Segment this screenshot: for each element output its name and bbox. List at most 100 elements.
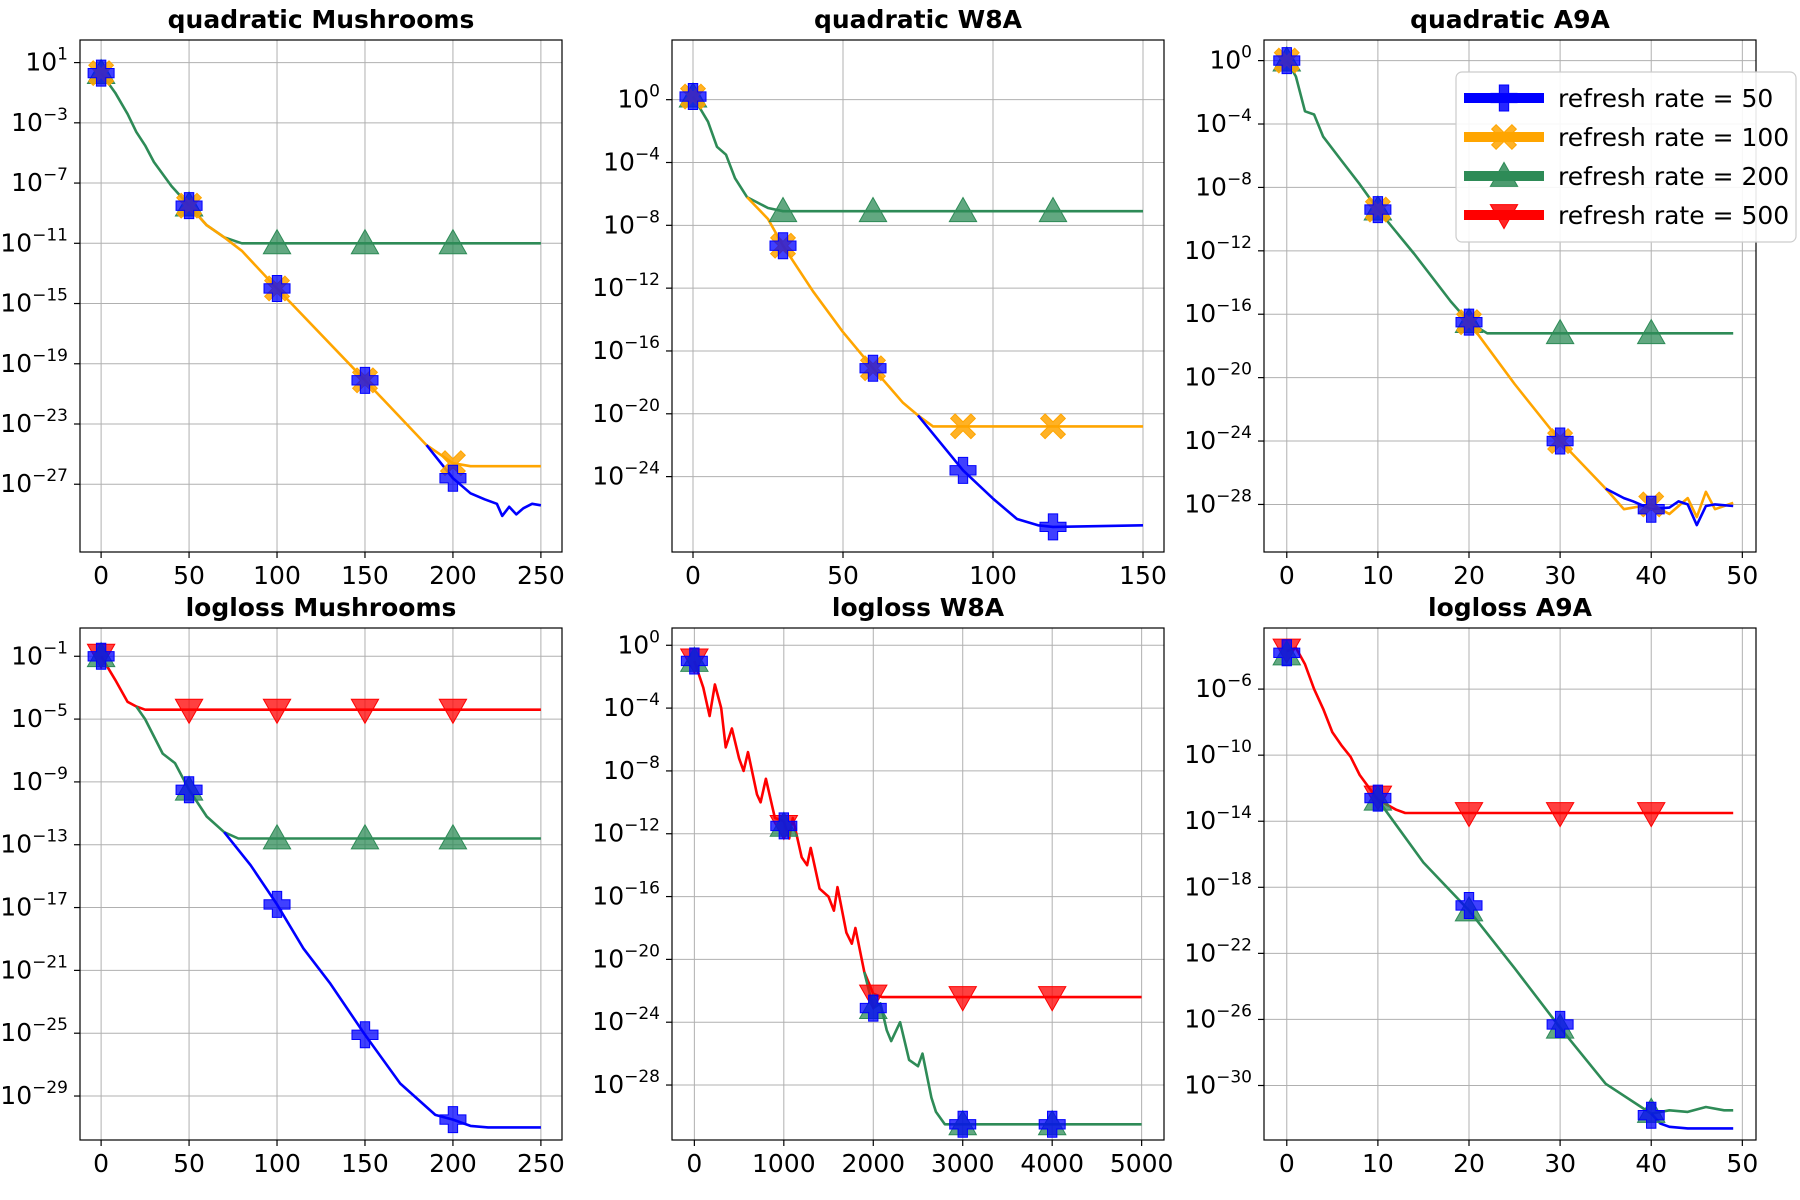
- series-line: [1285, 59, 1734, 335]
- x-tick-label: 100: [969, 561, 1017, 590]
- y-tick-label: 100: [1209, 43, 1252, 75]
- x-tick-label: 10: [1362, 561, 1394, 590]
- panel-title: logloss W8A: [832, 593, 1005, 622]
- series-line: [693, 660, 1142, 999]
- x-tick-label: 0: [685, 561, 701, 590]
- series-marker: [1038, 1110, 1066, 1138]
- series-layer: [100, 72, 542, 518]
- series-marker: [1455, 308, 1483, 336]
- series-line: [1605, 487, 1734, 527]
- x-tick-label: 150: [1119, 561, 1167, 590]
- y-tick-label: 10−25: [0, 1015, 68, 1047]
- axes-frame: [671, 627, 1165, 1141]
- series-marker: [174, 698, 204, 725]
- series-marker: [1038, 196, 1068, 223]
- legend-label: refresh rate = 100: [1558, 123, 1789, 152]
- panel-5: logloss A9A 0 10 20 30 40 50 10−6 10−10 10−14 10−1…: [1184, 593, 1758, 1178]
- series-line: [99, 655, 541, 711]
- series-marker: [949, 456, 977, 484]
- axes-frame: [79, 627, 563, 1141]
- y-tick-label: 10−16: [592, 879, 660, 911]
- y-tick-label: 10−12: [1184, 233, 1252, 265]
- y-tick-label: 10−10: [1184, 737, 1252, 769]
- series-marker: [1636, 802, 1666, 828]
- series-line: [425, 444, 542, 518]
- series-marker: [1039, 513, 1067, 541]
- y-tick-label: 10−30: [1184, 1067, 1252, 1099]
- x-tick-label: 20: [1453, 561, 1485, 590]
- series-marker: [1364, 196, 1392, 224]
- y-tick-label: 10−12: [592, 270, 660, 302]
- series-marker: [1545, 318, 1575, 345]
- x-tick-label: 150: [341, 1149, 389, 1178]
- series-marker: [262, 823, 292, 850]
- x-tick-label: 1000: [752, 1149, 816, 1178]
- x-tick-label: 200: [429, 1149, 477, 1178]
- series-marker: [1636, 318, 1666, 345]
- series-layer: [1286, 646, 1734, 1130]
- series-line: [1286, 646, 1734, 815]
- series-marker: [87, 59, 115, 87]
- series-marker: [1364, 784, 1392, 812]
- axes-frame: [1263, 39, 1757, 553]
- panel-1: quadratic W8A 0 50 100 150 100 10−4 10−8 10−12 10…: [592, 5, 1167, 590]
- series-line: [863, 971, 1142, 1126]
- x-tick-label: 50: [1726, 1149, 1758, 1178]
- x-tick-label: 50: [1726, 561, 1758, 590]
- y-tick-label: 10−19: [0, 346, 68, 378]
- series-marker: [262, 228, 292, 255]
- series-layer: [691, 95, 1144, 529]
- series-marker: [175, 776, 203, 804]
- y-tick-label: 10−28: [1184, 486, 1252, 518]
- y-tick-label: 10−24: [592, 1004, 660, 1036]
- series-marker: [439, 1106, 467, 1134]
- panel-title: quadratic Mushrooms: [168, 5, 475, 34]
- x-tick-label: 100: [253, 1149, 301, 1178]
- y-tick-label: 10−4: [1195, 106, 1252, 138]
- series-marker: [858, 196, 888, 223]
- legend-label: refresh rate = 500: [1558, 201, 1789, 230]
- y-tick-label: 10−24: [592, 459, 660, 491]
- series-marker: [438, 823, 468, 850]
- y-tick-label: 10−23: [0, 406, 68, 438]
- y-tick-label: 10−8: [1195, 169, 1252, 201]
- series-marker: [1273, 639, 1301, 667]
- panel-title: logloss A9A: [1428, 593, 1593, 622]
- series-marker: [859, 994, 887, 1022]
- y-tick-label: 10−26: [1184, 1001, 1252, 1033]
- series-marker: [1037, 986, 1067, 1012]
- series-line: [691, 95, 1143, 213]
- x-tick-label: 0: [93, 1149, 109, 1178]
- series-marker: [1454, 802, 1484, 828]
- legend-marker: [1489, 204, 1519, 230]
- series-marker: [350, 228, 380, 255]
- series-layer: [693, 660, 1142, 1126]
- panel-2: quadratic A9A 0 10 20 30 40 50 100 10−4 10−8 10−12…: [1184, 5, 1758, 590]
- series-layer: [99, 655, 541, 1129]
- x-tick-label: 2000: [841, 1149, 905, 1178]
- y-tick-label: 10−8: [603, 753, 660, 785]
- y-tick-label: 10−1: [11, 638, 68, 670]
- series-marker: [1546, 1010, 1574, 1038]
- x-tick-label: 0: [93, 561, 109, 590]
- y-tick-label: 10−5: [11, 701, 68, 733]
- series-line: [223, 831, 541, 1129]
- legend-marker: [1490, 84, 1518, 112]
- y-tick-label: 101: [25, 45, 68, 77]
- panel-title: quadratic W8A: [814, 5, 1023, 34]
- panel-title: quadratic A9A: [1410, 5, 1610, 34]
- legend-label: refresh rate = 200: [1558, 162, 1789, 191]
- axes-frame: [1263, 627, 1757, 1141]
- y-tick-label: 10−9: [11, 764, 68, 796]
- x-tick-label: 250: [517, 1149, 565, 1178]
- panel-4: logloss W8A 0 1000 2000 3000 4000 5000 100 10−4 1…: [592, 593, 1173, 1178]
- x-tick-label: 3000: [931, 1149, 995, 1178]
- x-tick-label: 40: [1635, 561, 1667, 590]
- series-marker: [769, 232, 797, 260]
- series-line: [1467, 321, 1734, 519]
- y-tick-label: 10−20: [1184, 360, 1252, 392]
- series-marker: [351, 1021, 379, 1049]
- y-tick-label: 10−21: [0, 952, 68, 984]
- axes-frame: [79, 39, 563, 553]
- x-tick-label: 4000: [1020, 1149, 1084, 1178]
